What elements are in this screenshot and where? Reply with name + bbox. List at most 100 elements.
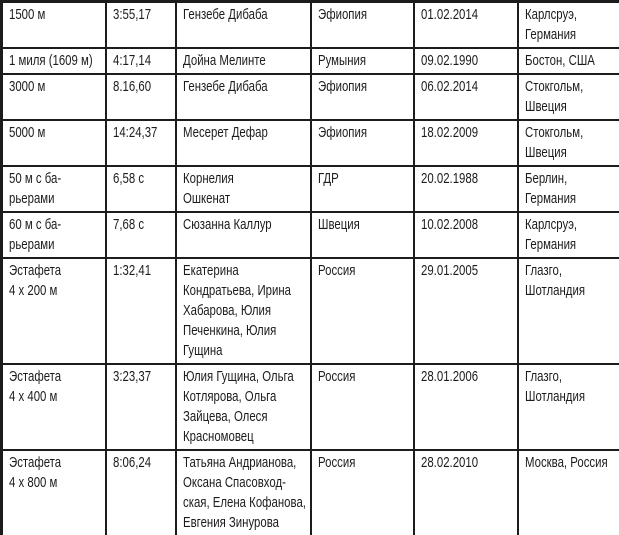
cell-text-country: Румыния [317,52,366,69]
cell-date: 01.02.2014 [412,0,519,49]
cell-athlete: Екатерина Кондратьева, Ирина Хабарова, Ю… [174,257,312,365]
cell-text-date: 01.02.2014 [420,6,478,23]
cell-text-location: Глазго, Шотландия [524,368,585,405]
cell-result: 1:32,41 [104,257,177,365]
record-row: 1500 м 3:55,17 Гензебе Дибаба Эфиопия 01.02.… [0,0,619,49]
cell-location: Москва, Россия [516,449,619,535]
cell-text-date: 20.02.1988 [420,170,478,187]
cell-location: Карлсруэ, Германия [516,0,619,49]
cell-text-athlete: Дойна Мелинте [182,52,266,69]
cell-text-location: Карлсруэ, Германия [524,216,577,253]
record-row: 1 миля (1609 м) 4:17,14 Дойна Мелинте Румын… [0,47,619,75]
cell-location: Глазго, Шотландия [516,257,619,365]
cell-text-result: 8.16,60 [112,78,151,95]
cell-text-event: Эстафета 4 x 400 м [9,368,62,405]
cell-text-athlete: Месерет Дефар [182,124,268,141]
cell-country: Швеция [309,211,415,259]
cell-text-date: 06.02.2014 [420,78,478,95]
cell-athlete: Юлия Гущина, Ольга Котлярова, Ольга Зайц… [174,363,312,451]
cell-text-country: Эфиопия [317,124,367,141]
cell-event: Эстафета 4 x 200 м [0,257,107,365]
cell-text-location: Стокгольм, Швеция [524,78,583,115]
cell-text-country: ГДР [317,170,339,187]
cell-date: 28.01.2006 [412,363,519,451]
cell-text-event: 1500 м [9,6,46,23]
cell-text-athlete: Юлия Гущина, Ольга Котлярова, Ольга Зайц… [182,368,294,445]
cell-country: Эфиопия [309,73,415,121]
cell-athlete: Гензебе Дибаба [174,0,312,49]
cell-country: Эфиопия [309,119,415,167]
cell-text-result: 8:06,24 [112,454,151,471]
cell-text-location: Москва, Россия [524,454,608,471]
cell-location: Глазго, Шотландия [516,363,619,451]
cell-result: 8:06,24 [104,449,177,535]
cell-country: Россия [309,449,415,535]
cell-athlete: Корнелия Ошкенат [174,165,312,213]
cell-text-location: Стокгольм, Швеция [524,124,583,161]
cell-event: 50 м с ба- рьерами [0,165,107,213]
cell-date: 10.02.2008 [412,211,519,259]
cell-date: 09.02.1990 [412,47,519,75]
cell-text-country: Россия [317,262,355,279]
cell-text-date: 28.01.2006 [420,368,478,385]
cell-text-athlete: Екатерина Кондратьева, Ирина Хабарова, Ю… [182,262,291,359]
cell-text-location: Глазго, Шотландия [524,262,585,299]
cell-text-location: Карлсруэ, Германия [524,6,577,43]
cell-text-date: 29.01.2005 [420,262,478,279]
cell-athlete: Дойна Мелинте [174,47,312,75]
cell-text-country: Эфиопия [317,78,367,95]
cell-date: 20.02.1988 [412,165,519,213]
cell-location: Стокгольм, Швеция [516,73,619,121]
cell-text-athlete: Гензебе Дибаба [182,78,268,95]
cell-text-country: Швеция [317,216,360,233]
cell-text-result: 1:32,41 [112,262,151,279]
cell-location: Бостон, США [516,47,619,75]
cell-text-result: 6,58 с [112,170,144,187]
cell-event: 60 м с ба- рьерами [0,211,107,259]
cell-text-result: 3:23,37 [112,368,151,385]
cell-date: 28.02.2010 [412,449,519,535]
cell-text-result: 7,68 с [112,216,144,233]
cell-text-date: 28.02.2010 [420,454,478,471]
cell-event: Эстафета 4 x 800 м [0,449,107,535]
cell-text-location: Бостон, США [524,52,595,69]
cell-country: ГДР [309,165,415,213]
cell-event: 1 миля (1609 м) [0,47,107,75]
cell-text-result: 4:17,14 [112,52,151,69]
cell-athlete: Месерет Дефар [174,119,312,167]
cell-date: 29.01.2005 [412,257,519,365]
record-row: 60 м с ба- рьерами 7,68 с Сюзанна Каллур Шв… [0,211,619,259]
cell-location: Стокгольм, Швеция [516,119,619,167]
cell-text-event: Эстафета 4 x 800 м [9,454,62,491]
cell-country: Румыния [309,47,415,75]
cell-result: 8.16,60 [104,73,177,121]
cell-text-date: 10.02.2008 [420,216,478,233]
cell-athlete: Сюзанна Каллур [174,211,312,259]
cell-event: 3000 м [0,73,107,121]
cell-text-event: 50 м с ба- рьерами [9,170,62,207]
cell-text-location: Берлин, Германия [524,170,576,207]
cell-text-athlete: Гензебе Дибаба [182,6,268,23]
record-row: 3000 м 8.16,60 Гензебе Дибаба Эфиопия 06.02.… [0,73,619,121]
cell-text-athlete: Татьяна Андрианова, Оксана Спасовход- ск… [182,454,306,531]
cell-result: 7,68 с [104,211,177,259]
cell-athlete: Гензебе Дибаба [174,73,312,121]
cell-text-athlete: Сюзанна Каллур [182,216,272,233]
cell-text-event: 1 миля (1609 м) [9,52,93,69]
cell-date: 18.02.2009 [412,119,519,167]
cell-location: Берлин, Германия [516,165,619,213]
cell-result: 6,58 с [104,165,177,213]
cell-result: 3:55,17 [104,0,177,49]
cell-text-date: 18.02.2009 [420,124,478,141]
cell-country: Эфиопия [309,0,415,49]
record-row: Эстафета 4 x 800 м 8:06,24 Татьяна Андриан… [0,449,619,535]
cell-location: Карлсруэ, Германия [516,211,619,259]
cell-text-country: Эфиопия [317,6,367,23]
cell-athlete: Татьяна Андрианова, Оксана Спасовход- ск… [174,449,312,535]
cell-text-date: 09.02.1990 [420,52,478,69]
cell-text-event: 3000 м [9,78,46,95]
cell-text-result: 14:24,37 [112,124,157,141]
cell-text-country: Россия [317,368,355,385]
